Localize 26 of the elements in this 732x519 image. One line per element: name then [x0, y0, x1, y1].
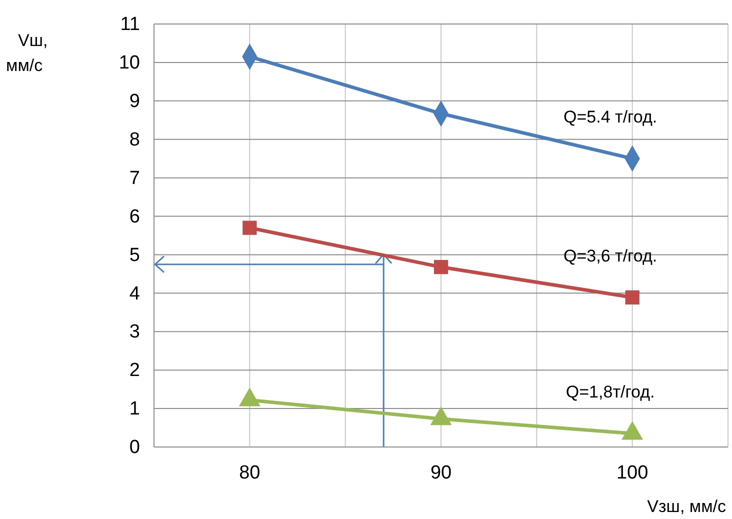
y-tick-label: 1: [129, 398, 140, 420]
series-label: Q=3,6 т/год.: [564, 246, 658, 266]
y-axis-title: Vш, мм/с: [6, 31, 48, 75]
y-tick-label: 0: [129, 437, 140, 458]
point: [622, 421, 644, 440]
x-tick-label: 100: [616, 462, 648, 484]
y-tick-label: 3: [129, 322, 140, 343]
y-tick-label: 6: [129, 206, 140, 228]
point: [434, 260, 448, 274]
point: [430, 406, 452, 426]
point: [238, 388, 260, 406]
series-label: Q=5.4 т/год.: [564, 108, 658, 127]
y-tick-label: 11: [120, 14, 140, 36]
series-label: Q=1,8т/год.: [566, 382, 655, 402]
y-tick-label: 4: [129, 283, 140, 304]
y-tick-label: 8: [129, 129, 140, 150]
x-axis-title: Vзш, мм/с: [647, 497, 726, 516]
y-tick-label: 9: [129, 90, 140, 112]
y-tick-label: 10: [118, 52, 140, 74]
x-tick-label: 80: [239, 462, 260, 484]
y-tick-label: 5: [129, 244, 140, 266]
x-tick-label: 90: [430, 462, 452, 484]
y-tick-label: 7: [129, 168, 140, 189]
point: [242, 220, 257, 235]
y-tick-label: 2: [129, 360, 140, 382]
point: [625, 290, 640, 304]
